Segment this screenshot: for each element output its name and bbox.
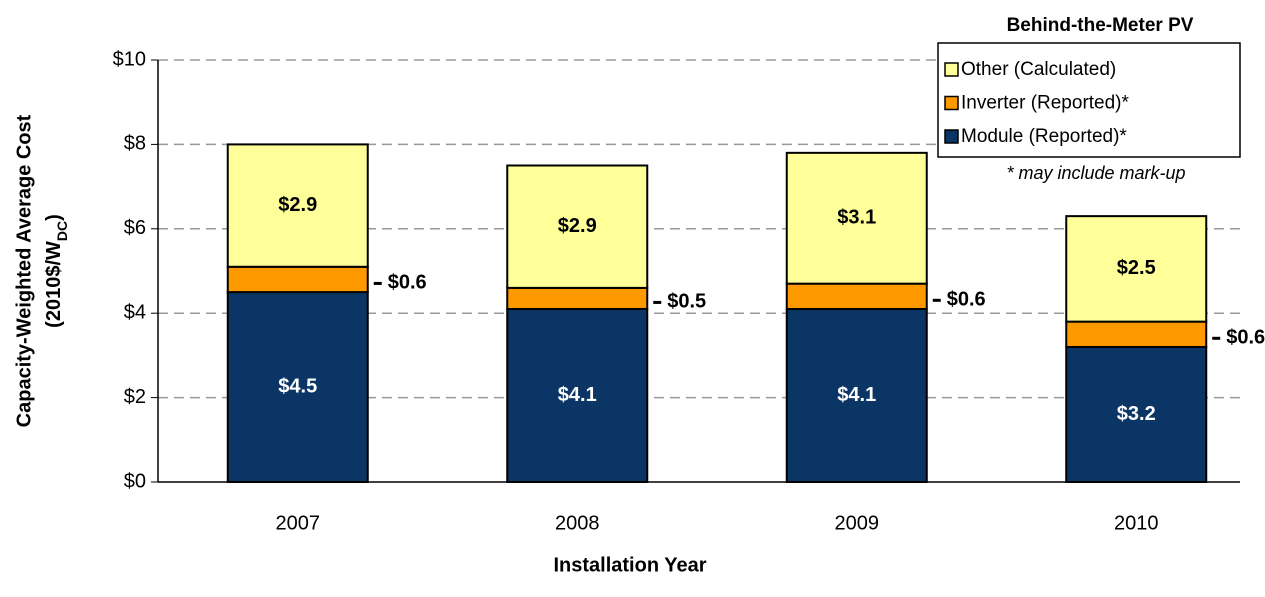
- value-label: $0.6: [947, 289, 986, 311]
- value-label: $4.5: [278, 375, 317, 397]
- x-tick-label: 2008: [555, 512, 600, 534]
- bar-segment: [226, 143, 369, 268]
- value-label: $0.6: [1226, 327, 1265, 349]
- bar-segment: [226, 265, 369, 294]
- y-units-sub: DC: [54, 221, 70, 241]
- y-units-text: (2010$/W: [43, 241, 65, 328]
- value-label: $3.2: [1117, 403, 1156, 425]
- legend-label: Other (Calculated): [961, 59, 1116, 80]
- bar-segment: [506, 307, 649, 484]
- bar-segment: [785, 282, 928, 310]
- value-label: $4.1: [837, 384, 876, 406]
- y-tick-label: $2: [124, 386, 146, 408]
- x-tick-label: 2010: [1114, 512, 1159, 534]
- bar-segment: [226, 291, 369, 483]
- y-tick-label: $10: [113, 48, 146, 70]
- bar-segment: [506, 164, 649, 289]
- legend-label: Module (Reported)*: [961, 126, 1127, 147]
- value-label: $2.9: [278, 194, 317, 216]
- bar-segment: [785, 151, 928, 285]
- y-tick-label: $4: [124, 301, 146, 323]
- y-tick-label: $8: [124, 133, 146, 155]
- value-label: $0.5: [667, 291, 706, 313]
- bar-segment: [1065, 215, 1208, 323]
- y-tick-label: $6: [124, 217, 146, 239]
- x-tick-label: 2007: [276, 512, 321, 534]
- y-axis-label: Capacity-Weighted Average Cost: [13, 114, 35, 427]
- value-label: $2.5: [1117, 257, 1156, 279]
- bar-segment: [1065, 345, 1208, 483]
- legend-box: [937, 42, 1241, 158]
- legend-swatch: [944, 95, 959, 111]
- legend-note: * may include mark-up: [1006, 163, 1185, 183]
- bar-segment: [785, 307, 928, 484]
- x-tick-label: 2009: [835, 512, 880, 534]
- y-units-end: ): [43, 214, 65, 221]
- legend-title: Behind-the-Meter PV: [1007, 15, 1194, 36]
- value-label: $3.1: [837, 207, 876, 229]
- legend-swatch: [944, 129, 959, 144]
- value-label: $0.6: [388, 272, 427, 294]
- legend-label: Inverter (Reported)*: [961, 93, 1130, 114]
- legend-swatch: [944, 62, 959, 77]
- bar-segment: [1065, 320, 1208, 348]
- y-axis-units: (2010$/WDC): [43, 214, 69, 328]
- y-tick-label: $0: [124, 470, 146, 492]
- x-axis-label: Installation Year: [553, 554, 706, 576]
- value-label: $2.9: [558, 215, 597, 237]
- value-label: $4.1: [558, 384, 597, 406]
- bar-segment: [506, 286, 649, 310]
